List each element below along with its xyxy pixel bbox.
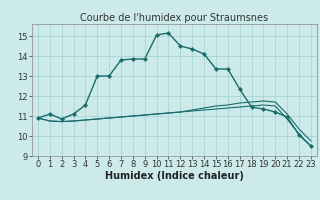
Title: Courbe de l'humidex pour Straumsnes: Courbe de l'humidex pour Straumsnes xyxy=(80,13,268,23)
X-axis label: Humidex (Indice chaleur): Humidex (Indice chaleur) xyxy=(105,171,244,181)
